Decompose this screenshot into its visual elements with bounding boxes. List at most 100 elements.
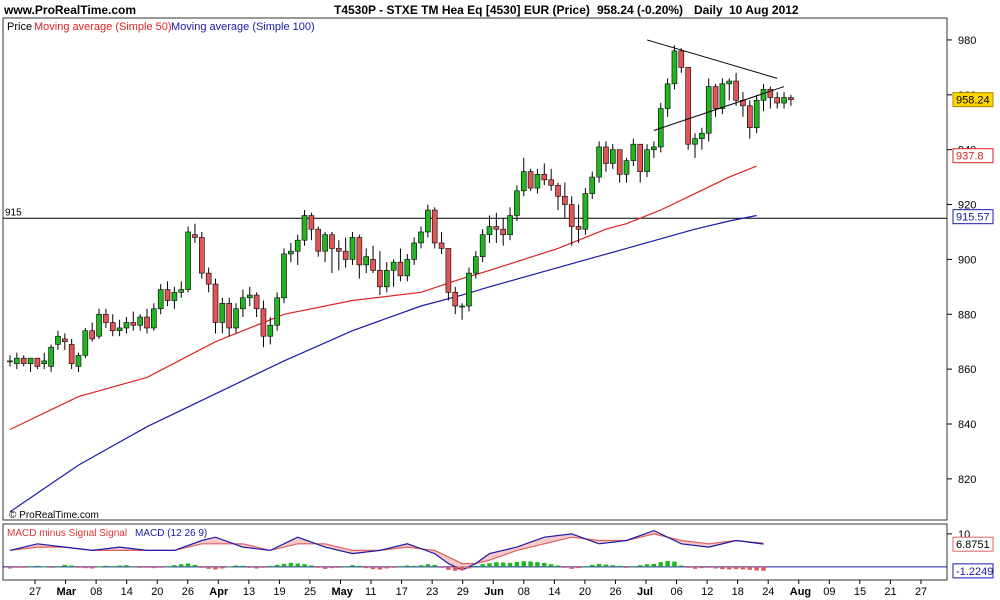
candle-body bbox=[281, 253, 287, 299]
macd-hist-bar bbox=[617, 565, 622, 567]
candle-body bbox=[705, 86, 712, 134]
x-tick-label: 27 bbox=[915, 586, 927, 598]
candle-body bbox=[260, 308, 267, 337]
x-tick-label: Jul bbox=[637, 586, 653, 598]
candle-body bbox=[301, 215, 308, 241]
x-tick-label: 25 bbox=[304, 586, 316, 598]
level-label: 915 bbox=[5, 207, 22, 218]
candle-body bbox=[719, 83, 726, 109]
x-tick-label: 17 bbox=[396, 586, 408, 598]
price-tag bbox=[952, 148, 994, 164]
candle-body bbox=[14, 357, 20, 364]
candle-body bbox=[582, 193, 589, 230]
macd-hist-bar bbox=[727, 566, 732, 570]
candle-body bbox=[383, 270, 390, 288]
candle-body bbox=[562, 196, 568, 205]
x-tick-label: 14 bbox=[121, 586, 133, 598]
macd-hist-bar bbox=[165, 566, 170, 568]
candle-body bbox=[377, 270, 383, 288]
macd-hist-bar bbox=[179, 564, 184, 567]
macd-hist-bar bbox=[254, 566, 259, 569]
ma100-line bbox=[9, 214, 757, 513]
candle-body bbox=[96, 313, 102, 337]
candle-body bbox=[541, 174, 548, 181]
candle-body bbox=[493, 226, 500, 230]
macd-hist-bar bbox=[233, 565, 239, 567]
price-tag bbox=[952, 92, 994, 108]
candle-body bbox=[555, 185, 561, 197]
macd-hist-bar bbox=[96, 566, 102, 568]
macd-hist-bar bbox=[377, 566, 383, 570]
macd-hist-bar bbox=[672, 561, 677, 567]
macd-hist-bar bbox=[28, 566, 33, 568]
period-label: Daily bbox=[694, 3, 723, 17]
candle-body bbox=[726, 80, 733, 85]
x-tick-label: 18 bbox=[732, 586, 744, 598]
candle-body bbox=[411, 242, 417, 260]
candle-body bbox=[274, 297, 280, 326]
candle-body bbox=[589, 176, 596, 194]
candle-body bbox=[288, 250, 294, 255]
macd-hist-bar bbox=[473, 565, 478, 567]
triangle-lower-line bbox=[653, 86, 785, 131]
macd-hist-bar bbox=[446, 566, 451, 570]
candle-body bbox=[41, 360, 48, 364]
candle-body bbox=[760, 89, 767, 101]
candle-body bbox=[315, 228, 322, 252]
y-tick-label: 980 bbox=[958, 35, 976, 47]
x-tick-label: Aug bbox=[790, 586, 811, 598]
candle-body bbox=[103, 313, 109, 323]
chart-header: www.ProRealTime.com T4530P - STXE TM Hea… bbox=[0, 0, 1000, 18]
candle-body bbox=[20, 357, 27, 364]
candle-body bbox=[185, 231, 191, 290]
macd-hist-bar bbox=[213, 566, 218, 570]
x-tick-label: 21 bbox=[884, 586, 896, 598]
candle-body bbox=[438, 242, 445, 249]
macd-hist-bar bbox=[268, 565, 273, 567]
macd-hist-bar bbox=[548, 564, 554, 567]
x-tick-label: 09 bbox=[823, 586, 835, 598]
macd-hist-bar bbox=[528, 561, 533, 567]
legend-macd: MACD (12 26 9) bbox=[135, 528, 207, 539]
candle-body bbox=[27, 357, 34, 364]
macd-hist-bar bbox=[76, 566, 81, 568]
macd-hist-bar bbox=[761, 566, 766, 571]
candle-body bbox=[233, 308, 239, 329]
candle-body bbox=[123, 322, 130, 329]
candle-body bbox=[267, 324, 274, 337]
macd-hist-bar bbox=[220, 566, 225, 569]
x-tick-label: 12 bbox=[701, 586, 713, 598]
candle-body bbox=[7, 360, 13, 363]
candle-body bbox=[431, 209, 438, 244]
macd-hist-bar bbox=[562, 566, 568, 568]
x-tick-label: 08 bbox=[518, 586, 530, 598]
macd-hist-bar bbox=[411, 565, 417, 567]
candle-body bbox=[308, 215, 315, 230]
macd-hist-bar bbox=[21, 566, 26, 568]
candle-body bbox=[616, 149, 623, 175]
macd-hist-bar bbox=[453, 566, 458, 571]
macd-hist-bar bbox=[309, 565, 314, 567]
macd-hist-bar bbox=[706, 566, 711, 568]
candle-body bbox=[466, 272, 472, 307]
macd-hist-bar bbox=[507, 562, 513, 567]
candle-body bbox=[390, 261, 397, 271]
macd-hist-bar bbox=[384, 566, 389, 569]
macd-hist-bar bbox=[480, 564, 485, 567]
x-tick-label: 11 bbox=[365, 586, 376, 598]
candle-body bbox=[603, 146, 609, 164]
macd-hist-bar bbox=[610, 565, 615, 567]
y-tick-label: 900 bbox=[958, 254, 976, 266]
candle-body bbox=[130, 322, 137, 326]
candle-body bbox=[630, 143, 637, 161]
candle-body bbox=[294, 239, 301, 252]
candle-body bbox=[733, 80, 739, 101]
triangle-upper-line bbox=[646, 39, 778, 79]
candle-body bbox=[472, 256, 479, 274]
macd-tag bbox=[952, 563, 994, 579]
x-tick-label: 14 bbox=[548, 586, 560, 598]
candle-body bbox=[89, 330, 95, 340]
candle-body bbox=[637, 143, 644, 172]
macd-hist-bar bbox=[295, 563, 300, 567]
